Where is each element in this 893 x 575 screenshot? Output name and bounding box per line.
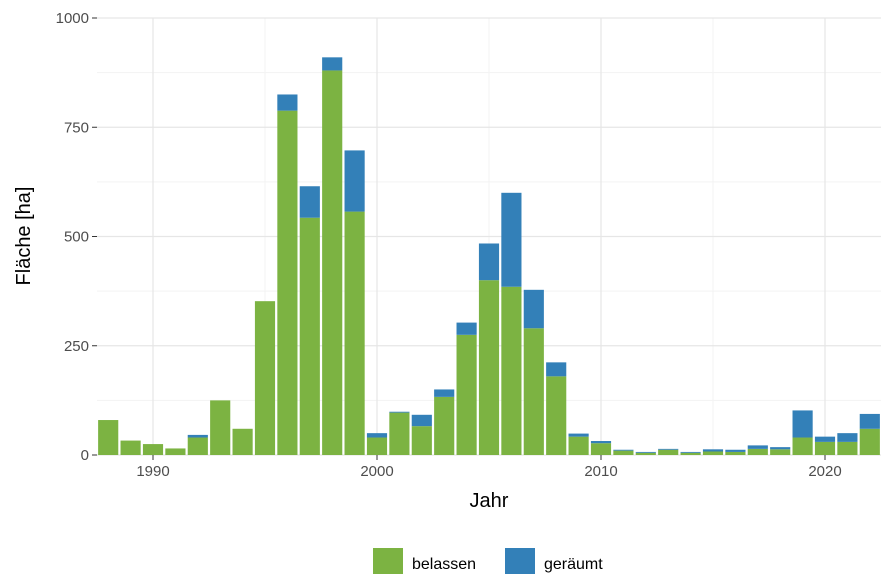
bar-belassen-1993 xyxy=(210,400,231,455)
y-axis: 0 250 500 750 1000 xyxy=(56,10,97,464)
legend-swatch-belassen xyxy=(373,548,403,574)
y-tick-label: 750 xyxy=(64,119,89,136)
bar-belassen-2011 xyxy=(613,450,634,455)
bar-geraeumt-2019 xyxy=(792,410,813,438)
legend-label-geraeumt: geräumt xyxy=(544,556,603,573)
bar-belassen-1989 xyxy=(120,440,141,455)
bar-geraeumt-1997 xyxy=(299,186,320,218)
bar-belassen-2017 xyxy=(747,448,768,455)
bar-geraeumt-2022 xyxy=(859,413,880,429)
x-tick-label: 1990 xyxy=(136,463,169,480)
bar-geraeumt-2009 xyxy=(568,433,589,437)
bar-geraeumt-2015 xyxy=(702,449,724,452)
bar-belassen-1998 xyxy=(322,70,343,455)
legend-swatch-geraeumt xyxy=(505,548,535,574)
bar-geraeumt-2014 xyxy=(680,451,701,453)
y-tick-label: 1000 xyxy=(56,10,89,27)
bar-geraeumt-2010 xyxy=(590,441,612,444)
bar-geraeumt-2016 xyxy=(725,449,746,452)
bars xyxy=(98,57,880,456)
bar-geraeumt-2004 xyxy=(456,322,477,335)
plot-panel xyxy=(97,17,881,456)
bar-belassen-2013 xyxy=(658,449,679,455)
bar-belassen-2005 xyxy=(478,280,500,455)
bar-belassen-1991 xyxy=(165,448,186,455)
bar-belassen-1997 xyxy=(299,217,320,455)
bar-geraeumt-2002 xyxy=(411,414,432,427)
bar-geraeumt-2005 xyxy=(478,243,500,281)
bar-belassen-2021 xyxy=(837,441,858,455)
y-tick-label: 0 xyxy=(81,447,89,464)
bar-geraeumt-2001 xyxy=(389,411,410,413)
bar-geraeumt-2011 xyxy=(613,449,634,451)
bar-belassen-2006 xyxy=(501,286,522,455)
legend-label-belassen: belassen xyxy=(412,556,476,573)
x-tick-label: 2010 xyxy=(584,463,617,480)
bar-belassen-2022 xyxy=(859,428,880,455)
bar-belassen-2001 xyxy=(389,412,410,455)
bar-belassen-2004 xyxy=(456,334,477,455)
bar-belassen-2008 xyxy=(546,376,567,455)
bar-geraeumt-2020 xyxy=(814,436,836,442)
bar-belassen-2015 xyxy=(702,451,724,455)
bar-belassen-1996 xyxy=(277,110,298,456)
bar-geraeumt-2017 xyxy=(747,445,768,449)
bar-geraeumt-1999 xyxy=(344,150,365,212)
bar-belassen-2003 xyxy=(434,396,455,455)
bar-belassen-1988 xyxy=(98,420,119,455)
bar-geraeumt-2018 xyxy=(770,447,791,450)
y-tick-label: 500 xyxy=(64,229,89,246)
x-axis: 1990 2000 2010 2020 xyxy=(136,455,842,480)
bar-geraeumt-2021 xyxy=(837,433,858,442)
bar-belassen-1999 xyxy=(344,211,365,455)
bar-geraeumt-2006 xyxy=(501,192,522,287)
bar-geraeumt-1996 xyxy=(277,94,298,111)
bar-geraeumt-1998 xyxy=(322,57,343,71)
bar-geraeumt-2013 xyxy=(658,448,679,450)
bar-geraeumt-2003 xyxy=(434,389,455,397)
legend: belassen geräumt xyxy=(373,548,603,574)
bar-belassen-2002 xyxy=(411,426,432,455)
bar-geraeumt-1992 xyxy=(187,434,208,438)
bar-geraeumt-2000 xyxy=(366,433,388,438)
bar-geraeumt-2008 xyxy=(546,362,567,377)
bar-belassen-2010 xyxy=(590,443,612,455)
bar-belassen-2009 xyxy=(568,436,589,455)
bar-belassen-2014 xyxy=(680,452,701,455)
bar-geraeumt-2007 xyxy=(523,289,544,329)
x-axis-title: Jahr xyxy=(470,490,509,512)
bar-belassen-1992 xyxy=(187,437,208,455)
bar-belassen-1990 xyxy=(142,444,164,455)
bar-belassen-2018 xyxy=(770,449,791,455)
bar-belassen-2000 xyxy=(366,437,388,455)
bar-belassen-2020 xyxy=(814,441,836,455)
bar-belassen-1995 xyxy=(254,301,276,455)
bar-belassen-2007 xyxy=(523,328,544,455)
x-tick-label: 2020 xyxy=(808,463,841,480)
y-axis-title: Fläche [ha] xyxy=(13,187,35,286)
bar-belassen-2016 xyxy=(725,451,746,455)
bar-belassen-2019 xyxy=(792,437,813,455)
bar-geraeumt-2012 xyxy=(635,451,656,453)
bar-belassen-1994 xyxy=(232,428,253,455)
bar-belassen-2012 xyxy=(635,452,656,455)
y-tick-label: 250 xyxy=(64,338,89,355)
x-tick-label: 2000 xyxy=(360,463,393,480)
